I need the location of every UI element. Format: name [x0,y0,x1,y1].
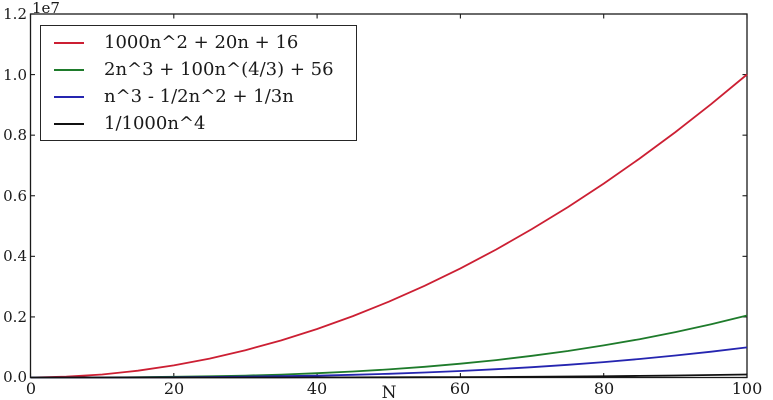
y-tick-label: 0.0 [3,368,27,386]
x-tick-label: 60 [449,379,471,398]
x-tick-label: 100 [731,379,763,398]
y-tick-label: 0.6 [3,187,27,205]
x-tick-label: 20 [163,379,185,398]
x-tick-label: 40 [306,379,328,398]
y-tick-label: 1.0 [3,66,27,84]
legend-line-sample [54,122,84,125]
legend-label: 1000n^2 + 20n + 16 [104,32,299,53]
legend-label: 2n^3 + 100n^(4/3) + 56 [104,59,334,80]
legend-entry: n^3 - 1/2n^2 + 1/3n [41,83,356,110]
legend-line-sample [54,95,84,98]
series-line [30,73,748,379]
legend: 1000n^2 + 20n + 16 2n^3 + 100n^(4/3) + 5… [40,25,357,141]
y-tick-label: 0.8 [3,126,27,144]
legend-label: 1/1000n^4 [104,113,206,134]
y-axis-offset-text: 1e7 [32,0,60,17]
x-axis-label: N [381,383,397,400]
y-tick-label: 0.4 [3,247,27,265]
legend-line-sample [54,41,84,44]
legend-label: n^3 - 1/2n^2 + 1/3n [104,86,294,107]
x-tick-label: 80 [593,379,615,398]
x-tick-label: 0 [25,379,37,398]
y-tick-label: 0.2 [3,308,27,326]
legend-entry: 2n^3 + 100n^(4/3) + 56 [41,56,356,83]
series-line [30,373,748,379]
legend-entry: 1000n^2 + 20n + 16 [41,29,356,56]
series-line [30,314,748,379]
y-tick-label: 1.2 [3,5,27,23]
series-line [30,346,748,379]
legend-entry: 1/1000n^4 [41,110,356,137]
legend-line-sample [54,68,84,71]
